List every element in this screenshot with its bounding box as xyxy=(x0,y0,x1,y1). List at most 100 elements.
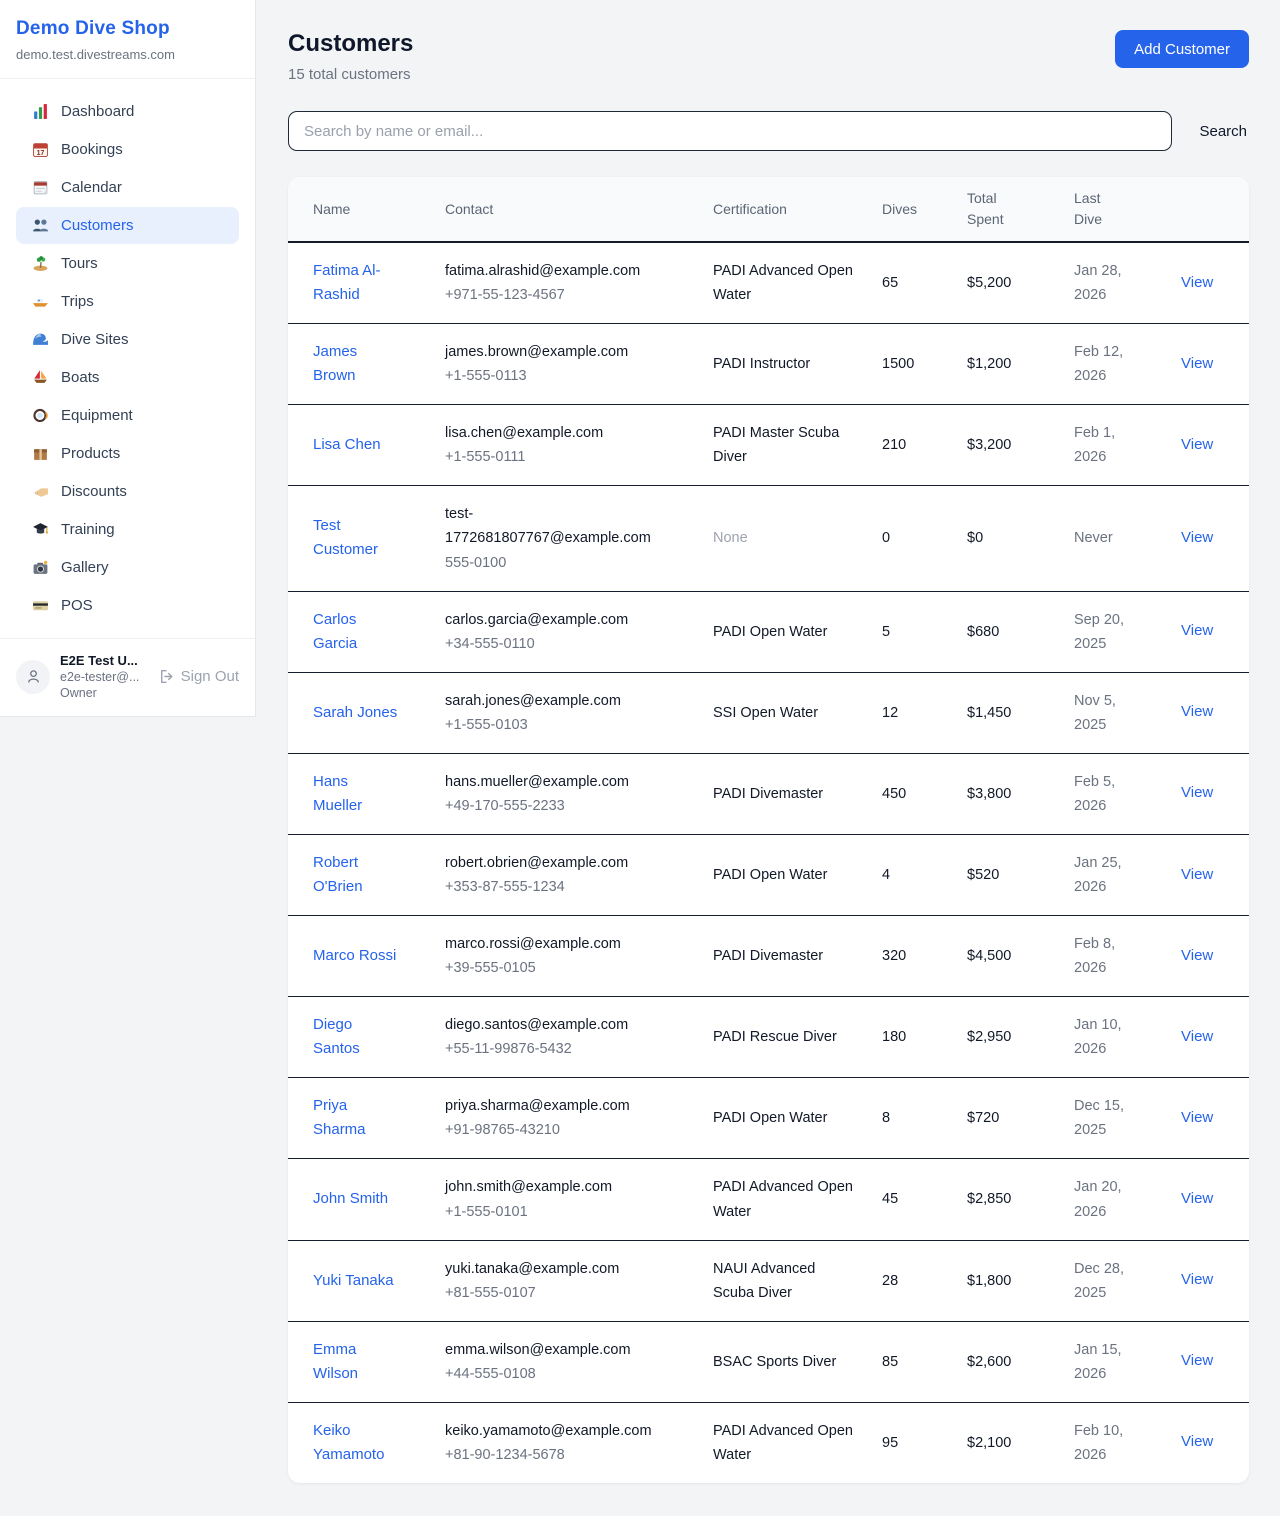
customer-dives: 5 xyxy=(882,623,891,640)
customer-email: sarah.jones@example.com xyxy=(445,692,621,709)
user-section: E2E Test U... e2e-tester@... Owner Sign … xyxy=(0,638,255,716)
sidebar-item-products[interactable]: Products xyxy=(16,435,239,472)
customer-last-dive: Jan 10, 2026 xyxy=(1074,1017,1122,1058)
customer-total-spent: $0 xyxy=(967,530,984,547)
customer-dives: 85 xyxy=(882,1353,899,1370)
table-row: James Brown james.brown@example.com +1-5… xyxy=(288,323,1249,406)
view-button[interactable]: View xyxy=(1181,946,1214,964)
customer-dives: 28 xyxy=(882,1272,899,1289)
customer-total-spent: $4,500 xyxy=(967,948,1012,965)
sidebar-item-label: Products xyxy=(61,445,121,462)
customer-name-link[interactable]: Sarah Jones xyxy=(313,703,398,721)
customer-name-link[interactable]: Hans Mueller xyxy=(313,772,363,814)
sidebar-item-customers[interactable]: Customers xyxy=(16,207,239,244)
customer-name-link[interactable]: Carlos Garcia xyxy=(313,610,358,652)
customer-total-spent: $1,200 xyxy=(967,356,1012,373)
sidebar-item-dive-sites[interactable]: Dive Sites xyxy=(16,321,239,358)
sign-out-button[interactable]: Sign Out xyxy=(158,668,239,685)
view-button[interactable]: View xyxy=(1181,1433,1214,1451)
sidebar-item-gallery[interactable]: Gallery xyxy=(16,549,239,586)
column-header-name: Name xyxy=(288,177,433,243)
table-row: Keiko Yamamoto keiko.yamamoto@example.co… xyxy=(288,1402,1249,1483)
customer-name-link[interactable]: Marco Rossi xyxy=(313,947,397,965)
table-row: Sarah Jones sarah.jones@example.com +1-5… xyxy=(288,672,1249,754)
customer-certification: PADI Open Water xyxy=(713,866,828,883)
customer-last-dive: Nov 5, 2025 xyxy=(1074,692,1116,733)
sidebar-item-equipment[interactable]: Equipment xyxy=(16,397,239,434)
sidebar-item-dashboard[interactable]: Dashboard xyxy=(16,93,239,130)
sidebar: Demo Dive Shop demo.test.divestreams.com… xyxy=(0,0,256,717)
customer-name-link[interactable]: James Brown xyxy=(313,343,358,385)
view-button[interactable]: View xyxy=(1181,703,1214,721)
credit-card-icon xyxy=(32,597,49,614)
table-header: Name Contact Certification Dives Total S… xyxy=(288,177,1249,243)
sidebar-item-bookings[interactable]: 17 Bookings xyxy=(16,131,239,168)
customer-name-link[interactable]: Priya Sharma xyxy=(313,1097,366,1139)
customer-name-link[interactable]: Robert O'Brien xyxy=(313,853,363,895)
customer-phone: +55-11-99876-5432 xyxy=(445,1041,572,1058)
sidebar-item-training[interactable]: Training xyxy=(16,511,239,548)
customer-dives: 12 xyxy=(882,704,899,721)
customer-last-dive: Feb 1, 2026 xyxy=(1074,425,1116,466)
customer-certification: PADI Advanced Open Water xyxy=(713,1179,853,1220)
add-customer-button[interactable]: Add Customer xyxy=(1115,30,1249,68)
customer-email: emma.wilson@example.com xyxy=(445,1341,631,1358)
view-button[interactable]: View xyxy=(1181,784,1214,802)
customer-phone: +39-555-0105 xyxy=(445,960,536,977)
view-button[interactable]: View xyxy=(1181,1190,1214,1208)
view-button[interactable]: View xyxy=(1181,865,1214,883)
sidebar-item-label: Trips xyxy=(61,293,94,310)
customer-certification: PADI Open Water xyxy=(713,1110,828,1127)
sidebar-item-pos[interactable]: POS xyxy=(16,587,239,624)
view-button[interactable]: View xyxy=(1181,622,1214,640)
customer-total-spent: $1,800 xyxy=(967,1272,1012,1289)
sidebar-item-tours[interactable]: Tours xyxy=(16,245,239,282)
customer-certification: PADI Master Scuba Diver xyxy=(713,425,840,466)
sidebar-item-boats[interactable]: Boats xyxy=(16,359,239,396)
customer-phone: +1-555-0111 xyxy=(445,449,526,466)
view-button[interactable]: View xyxy=(1181,354,1214,372)
customer-total-spent: $2,100 xyxy=(967,1434,1012,1451)
view-button[interactable]: View xyxy=(1181,1027,1214,1045)
sidebar-item-calendar[interactable]: Calendar xyxy=(16,169,239,206)
customer-name-link[interactable]: Emma Wilson xyxy=(313,1340,359,1382)
column-header-dives: Dives xyxy=(870,177,955,243)
sidebar-item-label: Boats xyxy=(61,369,100,386)
customer-email: yuki.tanaka@example.com xyxy=(445,1260,620,1277)
customer-name-link[interactable]: John Smith xyxy=(313,1190,389,1208)
customer-last-dive: Jan 28, 2026 xyxy=(1074,263,1122,304)
view-button[interactable]: View xyxy=(1181,273,1214,291)
sidebar-item-label: Tours xyxy=(61,255,98,272)
search-button[interactable]: Search xyxy=(1197,119,1249,144)
search-input[interactable] xyxy=(288,111,1173,151)
customer-dives: 0 xyxy=(882,530,891,547)
view-button[interactable]: View xyxy=(1181,1352,1214,1370)
user-role: Owner xyxy=(60,686,97,700)
view-button[interactable]: View xyxy=(1181,529,1214,547)
customer-total-spent: $720 xyxy=(967,1110,1000,1127)
customer-total-spent: $680 xyxy=(967,623,1000,640)
customer-name-link[interactable]: Diego Santos xyxy=(313,1016,360,1058)
customer-name-link[interactable]: Lisa Chen xyxy=(313,436,381,454)
view-button[interactable]: View xyxy=(1181,1271,1214,1289)
logout-icon xyxy=(160,669,173,684)
bar-chart-icon xyxy=(32,103,49,120)
view-button[interactable]: View xyxy=(1181,1108,1214,1126)
customer-certification: NAUI Advanced Scuba Diver xyxy=(713,1260,816,1301)
sidebar-item-discounts[interactable]: Discounts xyxy=(16,473,239,510)
customer-name-link[interactable]: Fatima Al-Rashid xyxy=(313,262,381,304)
customer-name-link[interactable]: Yuki Tanaka xyxy=(313,1271,394,1289)
customer-email: james.brown@example.com xyxy=(445,344,629,361)
customer-certification: PADI Rescue Diver xyxy=(713,1029,837,1046)
customer-name-link[interactable]: Test Customer xyxy=(313,517,379,559)
table-row: Diego Santos diego.santos@example.com +5… xyxy=(288,996,1249,1079)
customer-last-dive: Jan 25, 2026 xyxy=(1074,854,1122,895)
column-header-last-dive: Last Dive xyxy=(1062,177,1169,243)
table-row: Yuki Tanaka yuki.tanaka@example.com +81-… xyxy=(288,1240,1249,1322)
view-button[interactable]: View xyxy=(1181,435,1214,453)
sidebar-item-trips[interactable]: Trips xyxy=(16,283,239,320)
column-header-actions xyxy=(1169,177,1249,243)
customer-name-link[interactable]: Keiko Yamamoto xyxy=(313,1421,385,1463)
sidebar-header: Demo Dive Shop demo.test.divestreams.com xyxy=(0,0,255,79)
customer-phone: +81-555-0107 xyxy=(445,1284,536,1301)
